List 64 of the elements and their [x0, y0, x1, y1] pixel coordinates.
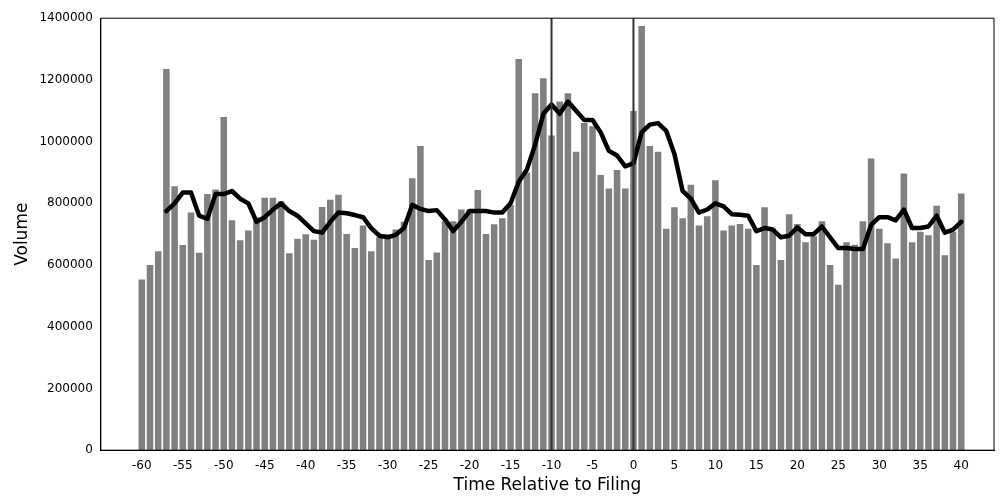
y-tick-label: 1000000 — [39, 133, 93, 148]
bar — [572, 151, 580, 451]
bar — [736, 224, 744, 451]
bar — [154, 251, 162, 451]
bar — [613, 170, 621, 451]
bar — [744, 228, 752, 451]
bar — [908, 242, 916, 451]
x-tick-label: -30 — [377, 457, 398, 472]
bar — [351, 248, 359, 451]
bar — [433, 252, 441, 451]
x-tick-label: -45 — [254, 457, 275, 472]
bar — [228, 220, 236, 451]
x-tick-label: 15 — [748, 457, 765, 472]
bar — [728, 225, 736, 451]
bar — [654, 151, 662, 451]
y-tick-label: 1400000 — [39, 10, 93, 25]
x-tick-label: -10 — [541, 457, 562, 472]
bar — [236, 240, 244, 451]
bar — [695, 225, 703, 451]
bar — [359, 225, 367, 451]
x-tick-label: 35 — [912, 457, 928, 472]
y-tick-label: 400000 — [47, 318, 93, 333]
x-tick-label: 0 — [629, 457, 638, 472]
bar — [179, 245, 187, 451]
x-tick-label: -20 — [459, 457, 480, 472]
x-tick-label: -15 — [500, 457, 521, 472]
bar — [949, 231, 957, 451]
bar — [826, 265, 834, 451]
x-tick-label: -5 — [586, 457, 599, 472]
bar — [195, 252, 203, 451]
x-tick-label: -55 — [172, 457, 193, 472]
x-axis-title: Time Relative to Filing — [452, 474, 642, 495]
bar — [957, 193, 965, 451]
y-tick-label: 800000 — [47, 195, 93, 210]
x-tick-label: -50 — [213, 457, 234, 472]
x-tick-label: 30 — [871, 457, 887, 472]
y-tick-label: 600000 — [47, 257, 93, 272]
bar — [146, 265, 154, 451]
bar — [941, 255, 949, 451]
x-tick-label: 10 — [707, 457, 724, 472]
bar — [490, 224, 498, 451]
x-tick-label: 5 — [670, 457, 679, 472]
y-tick-label: 0 — [85, 442, 93, 457]
bar — [777, 260, 785, 451]
bar — [138, 279, 146, 451]
bar — [646, 145, 654, 451]
bar — [482, 233, 490, 451]
bar — [703, 216, 711, 451]
bar — [605, 188, 613, 451]
y-tick-label: 200000 — [47, 380, 93, 395]
y-tick-label: 1200000 — [39, 72, 93, 87]
bar — [523, 172, 531, 451]
x-tick-label: -35 — [336, 457, 357, 472]
bar — [187, 212, 195, 451]
x-tick-label: -60 — [132, 457, 152, 472]
bar — [441, 221, 449, 451]
x-tick-label: 20 — [789, 457, 805, 472]
bar — [310, 239, 318, 451]
y-axis-title: Volume — [10, 202, 31, 266]
bar — [564, 93, 572, 451]
x-tick-label: -25 — [418, 457, 439, 472]
x-tick-label: -40 — [295, 457, 316, 472]
x-tick-label: 25 — [830, 457, 846, 472]
x-tick-label: 40 — [953, 457, 969, 472]
